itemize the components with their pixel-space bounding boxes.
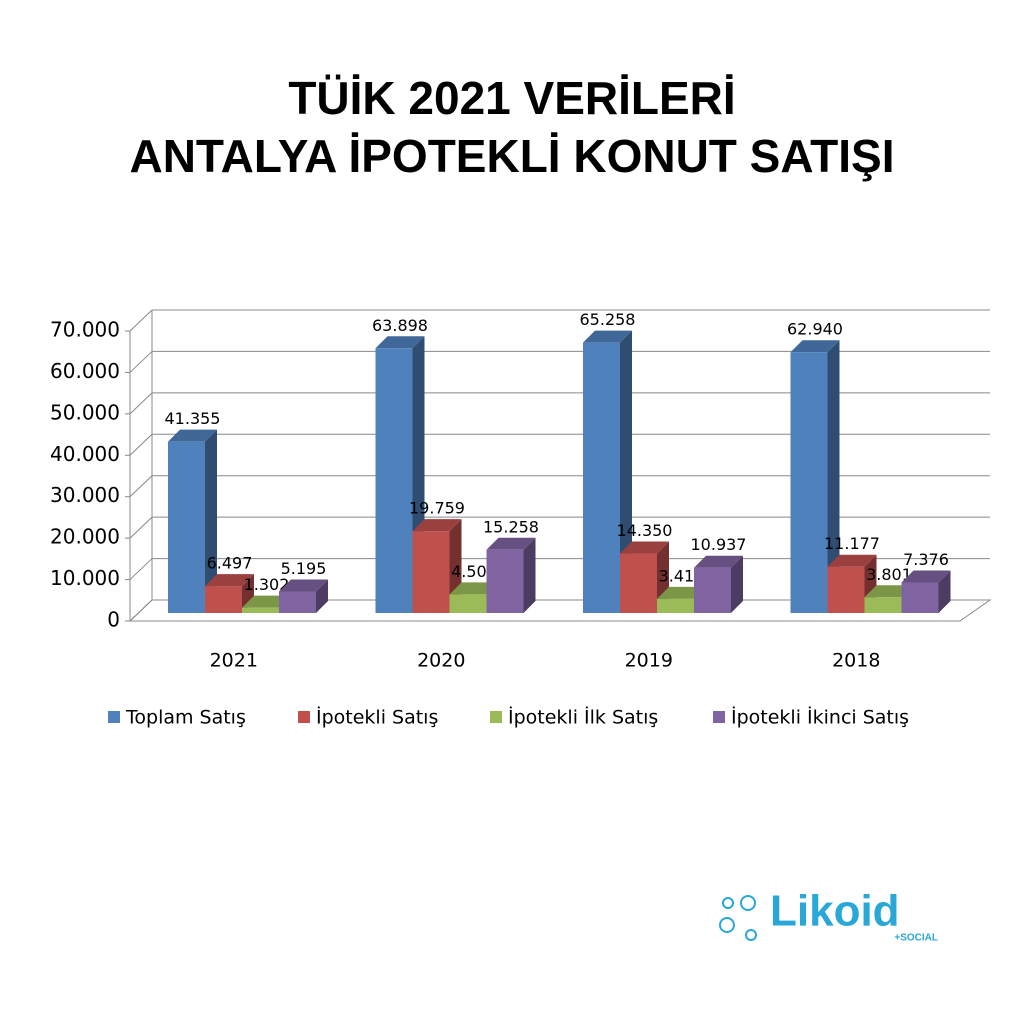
grid-line-side	[129, 351, 153, 373]
y-tick-label: 40.000	[50, 442, 120, 466]
bar-top	[412, 519, 462, 532]
x-tick-label: 2019	[625, 650, 673, 672]
y-tick-label: 20.000	[50, 525, 120, 549]
data-label: 62.940	[787, 320, 843, 339]
chart-title: TÜİK 2021 VERİLERİ	[288, 72, 735, 124]
bar	[412, 531, 450, 613]
data-label: 1.302	[244, 575, 290, 594]
bar	[790, 352, 828, 613]
grid-line-side	[129, 558, 153, 580]
logo-icon	[722, 897, 734, 909]
bar-top	[620, 541, 669, 554]
bar	[486, 549, 524, 613]
bar-top	[486, 537, 536, 550]
data-label: 63.898	[372, 316, 428, 335]
bar-top	[449, 582, 499, 595]
bar	[657, 598, 694, 613]
bar-top	[375, 336, 425, 349]
bar-top	[864, 585, 914, 598]
data-label: 41.355	[165, 409, 221, 428]
grid-line-side	[129, 309, 153, 332]
logo-name: Likoid	[770, 887, 900, 936]
y-tick-label: 70.000	[50, 318, 120, 342]
bar-top	[242, 595, 291, 608]
data-label: 7.376	[903, 550, 949, 569]
x-tick-label: 2020	[417, 650, 465, 672]
bar-top	[790, 340, 840, 353]
bar	[901, 582, 939, 613]
bar-side	[731, 555, 743, 613]
logo-tagline: +SOCIAL	[894, 933, 938, 944]
bar-top	[901, 570, 951, 583]
bar	[242, 607, 279, 613]
grid-line-side	[129, 433, 153, 456]
bar-side	[316, 579, 328, 613]
bar-top	[168, 429, 217, 442]
data-label: 19.759	[409, 499, 465, 518]
bar-top	[279, 579, 328, 592]
grid-line-side	[129, 516, 153, 539]
legend-label: İpotekli Satış	[316, 706, 438, 729]
data-label: 6.497	[207, 554, 253, 573]
data-label: 15.258	[483, 517, 539, 536]
legend-swatch	[490, 711, 502, 723]
bar-top	[657, 586, 706, 599]
legend-swatch	[298, 711, 310, 723]
bar-top	[583, 330, 632, 343]
data-label: 65.258	[580, 310, 636, 329]
bar	[375, 348, 413, 613]
data-label: 10.937	[691, 535, 747, 554]
x-tick-label: 2018	[832, 650, 880, 672]
legend-swatch	[713, 711, 725, 723]
bar-top	[827, 554, 877, 567]
y-tick-label: 30.000	[50, 483, 120, 507]
y-tick-label: 50.000	[50, 400, 120, 424]
bar	[205, 586, 242, 613]
legend-label: İpotekli İkinci Satış	[731, 706, 909, 729]
data-label: 3.801	[866, 565, 912, 584]
bar	[279, 591, 316, 613]
logo-icon	[745, 929, 757, 941]
bar	[620, 553, 657, 613]
logo: Likoid +SOCIAL	[719, 887, 938, 944]
logo-icon	[740, 895, 756, 911]
bar	[168, 441, 205, 613]
grid-line-side	[129, 475, 153, 498]
bar	[864, 597, 902, 613]
data-label: 5.195	[281, 559, 327, 578]
bar	[583, 342, 620, 613]
bar	[449, 594, 487, 613]
legend-swatch	[108, 711, 120, 723]
logo-icon	[719, 917, 735, 933]
chart-title: ANTALYA İPOTEKLİ KONUT SATIŞI	[129, 130, 894, 182]
grid-line-side	[129, 392, 153, 415]
bar-side	[620, 330, 632, 613]
data-label: 11.177	[824, 534, 880, 553]
legend-label: İpotekli İlk Satış	[508, 706, 658, 729]
bar-top	[205, 574, 254, 587]
bar-side	[938, 570, 951, 613]
grid-line-side	[129, 599, 153, 622]
bar	[694, 567, 731, 613]
legend-label: Toplam Satış	[125, 707, 246, 729]
bar-side	[523, 537, 536, 613]
y-tick-label: 60.000	[50, 359, 120, 383]
bar	[827, 566, 865, 613]
bar-side	[205, 429, 217, 613]
x-tick-label: 2021	[210, 650, 258, 672]
data-label: 4.501	[451, 562, 497, 581]
bar-side	[827, 340, 840, 613]
bar-top	[694, 555, 743, 568]
data-label: 3.413	[659, 566, 705, 585]
y-tick-label: 10.000	[50, 566, 120, 590]
data-label: 14.350	[617, 521, 673, 540]
y-tick-label: 0	[107, 608, 120, 632]
